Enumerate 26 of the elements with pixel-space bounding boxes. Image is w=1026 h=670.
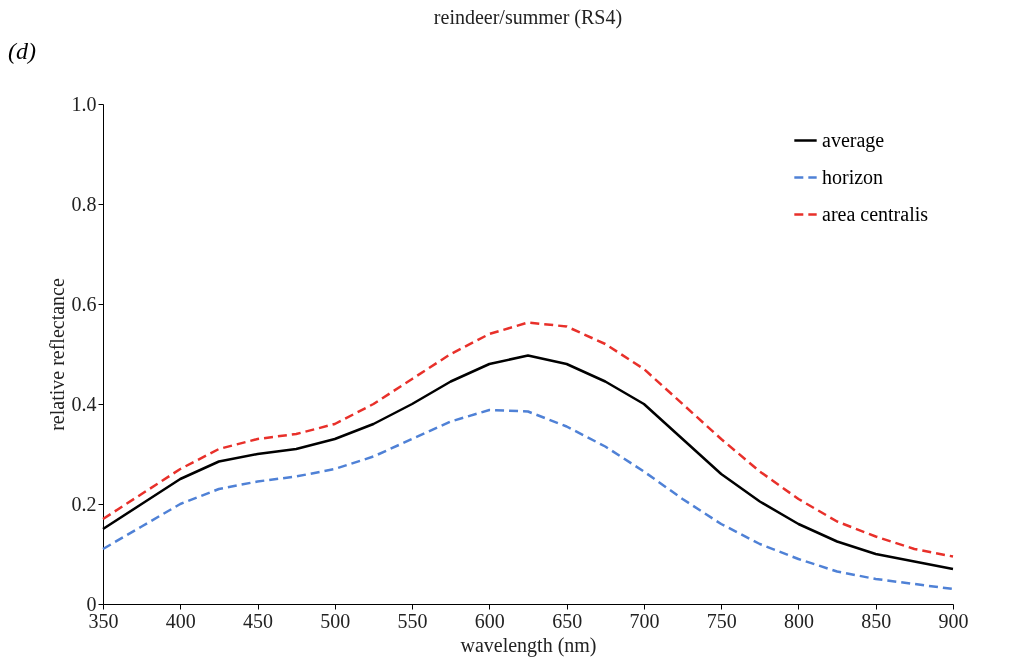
x-tick-label: 500 (320, 609, 351, 632)
y-tick-label: 1.0 (71, 92, 97, 115)
line-series (101, 408, 955, 591)
legend-label: average (822, 128, 885, 152)
x-tick-label: 600 (474, 609, 505, 632)
x-tick-label: 400 (165, 609, 196, 632)
legend-label: area centralis (822, 202, 929, 225)
y-tick-label: 0.2 (71, 492, 97, 515)
x-axis-title: wavelength (nm) (460, 633, 597, 657)
x-tick-label: 750 (706, 609, 737, 632)
y-tick-label: 0.4 (71, 392, 97, 415)
x-tick-label: 550 (397, 609, 428, 632)
legend-label: horizon (822, 165, 884, 188)
chart-title: reindeer/summer (RS4) (433, 6, 623, 29)
x-tick-label: 850 (861, 609, 892, 632)
y-tick-label: 0 (86, 592, 97, 615)
x-tick-label: 900 (938, 609, 969, 632)
y-tick-label: 0.6 (71, 292, 97, 315)
y-axis-title: relative reflectance (45, 278, 68, 431)
y-tick-label: 0.8 (71, 192, 97, 215)
x-tick-label: 800 (783, 609, 814, 632)
x-tick-label: 450 (243, 609, 274, 632)
text: (d) (8, 38, 36, 64)
x-tick-label: 650 (552, 609, 583, 632)
line-series (101, 321, 955, 558)
x-tick-label: 700 (629, 609, 660, 632)
